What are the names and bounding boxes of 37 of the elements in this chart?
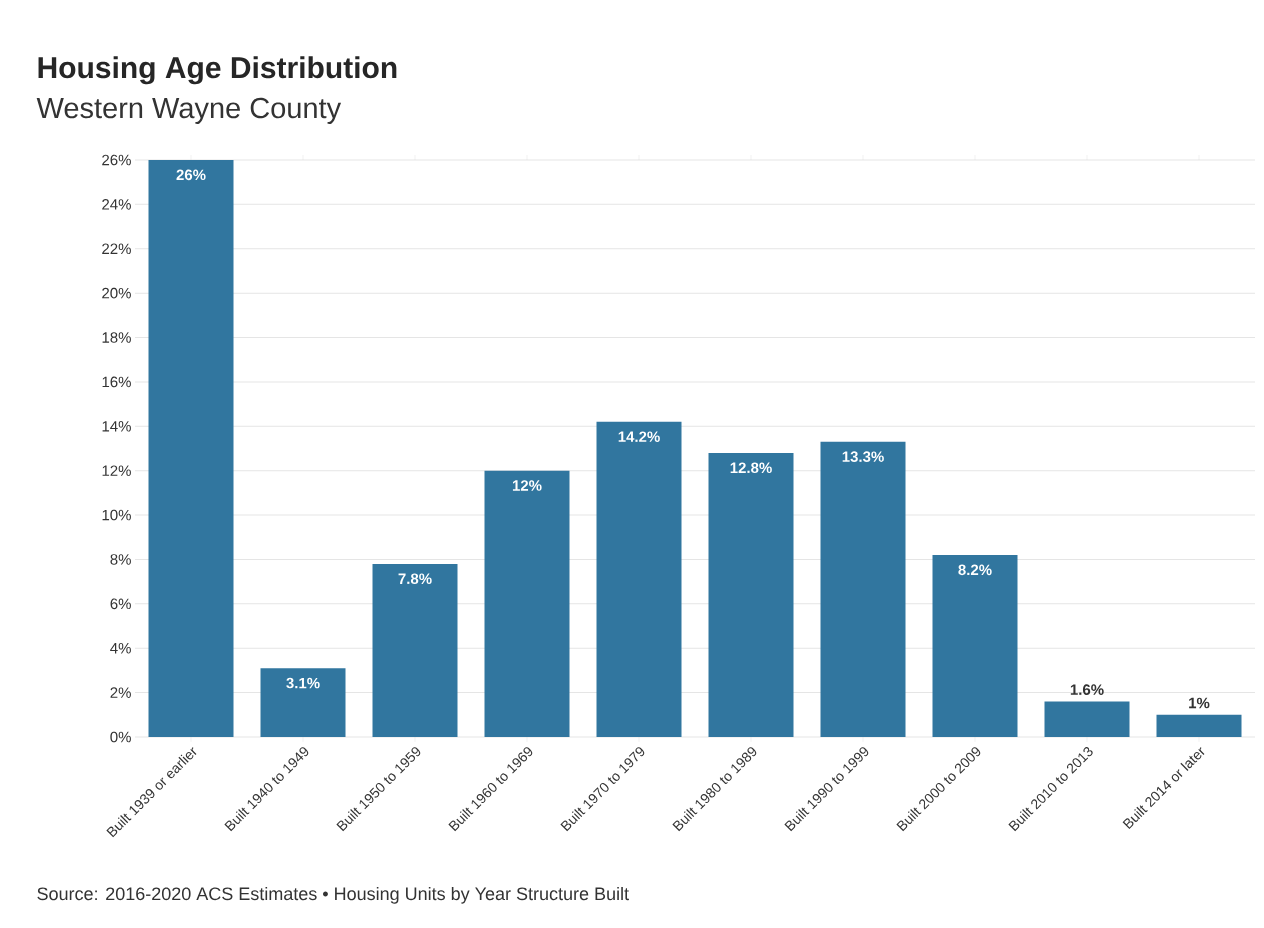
bar: [148, 159, 234, 737]
y-tick-label: 0%: [110, 731, 131, 743]
bar: [484, 470, 570, 737]
y-tick-label: 26%: [102, 154, 131, 166]
bar: [820, 441, 906, 737]
bar: [1156, 714, 1242, 737]
y-tick-label: 16%: [102, 376, 131, 388]
bar: [372, 563, 458, 737]
y-tick-label: 2%: [110, 687, 131, 698]
bar: [1044, 701, 1130, 737]
y-tick-label: 6%: [110, 598, 131, 610]
chart-subtitle: Western Wayne County: [36, 97, 342, 125]
data-label: 1.6%: [1070, 684, 1104, 695]
y-tick-label: 24%: [102, 199, 131, 210]
bar: [708, 452, 794, 737]
data-label: 12%: [512, 480, 542, 491]
data-label: 13.3%: [842, 451, 884, 463]
data-label: 7.8%: [398, 573, 432, 585]
bar: [260, 668, 346, 737]
bar: [596, 421, 682, 737]
data-label: 8.2%: [958, 564, 992, 576]
y-tick-label: 4%: [110, 642, 131, 654]
chart-title: Housing Age Distribution: [38, 56, 397, 85]
bar: [932, 555, 1018, 737]
source-note: Source: 2016-2020 ACS Estimates • Housing Units by Year Structure Built: [37, 886, 629, 904]
data-label: 1%: [1189, 697, 1210, 709]
y-tick-label: 10%: [102, 509, 131, 521]
y-tick-label: 8%: [110, 554, 131, 565]
y-tick-label: 18%: [102, 332, 131, 343]
data-label: 12.8%: [730, 462, 772, 474]
data-label: 26%: [176, 169, 206, 181]
y-tick-label: 20%: [102, 287, 131, 299]
data-label: 3.1%: [286, 677, 320, 689]
y-tick-label: 14%: [102, 421, 131, 432]
y-tick-label: 22%: [102, 243, 131, 255]
y-tick-label: 12%: [102, 465, 131, 476]
data-label: 14.2%: [618, 431, 660, 442]
